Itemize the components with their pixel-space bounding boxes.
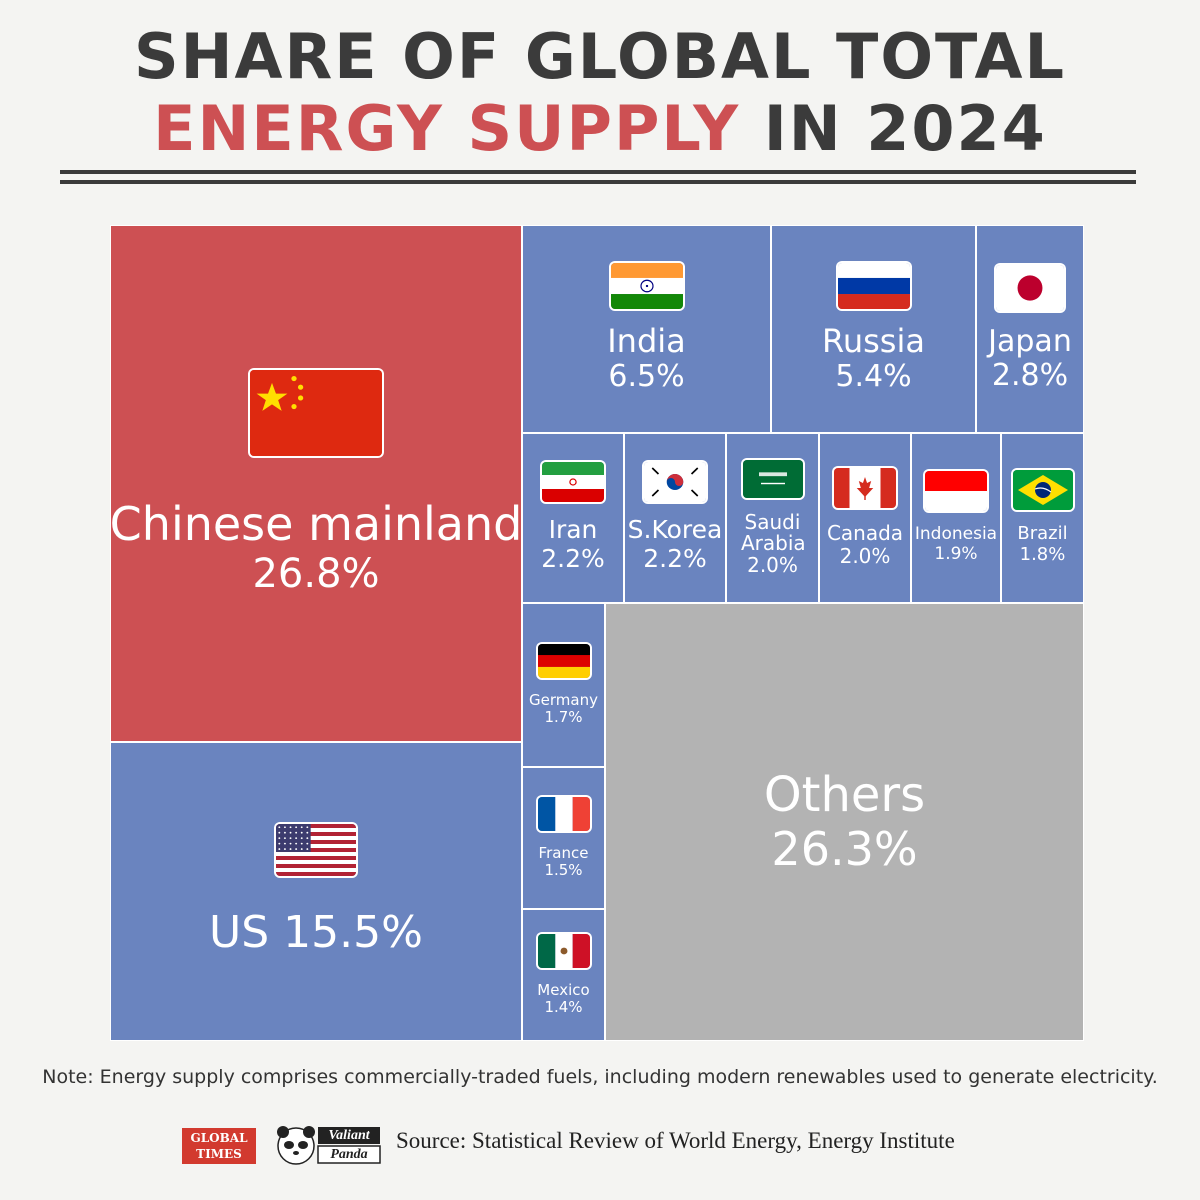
valiant-panda-logo (277, 1126, 381, 1165)
tile-label-france: France (538, 843, 589, 862)
chart-title-line-1: SHARE OF GLOBAL TOTAL (133, 20, 1067, 93)
iran-flag-icon (542, 462, 604, 503)
valiant-panda-logo-word-1: Valiant (328, 1128, 370, 1143)
treemap-chart: Chinese mainland 26.8% US 15.5% India 6.5% Ru… (110, 225, 1084, 1041)
tile-india: India 6.5% (522, 225, 771, 433)
tile-chinese-mainland: Chinese mainland 26.8% (110, 225, 522, 742)
tile-value-brazil: 1.8% (1019, 544, 1066, 565)
valiant-panda-logo-word-2: Panda (330, 1147, 368, 1162)
tile-saudi-arabia: Saudi Arabia 2.0% (726, 433, 819, 603)
saudi-arabia-flag-icon (742, 459, 803, 498)
tile-value-france: 1.5% (544, 861, 583, 879)
tile-brazil: Brazil 1.8% (1001, 433, 1084, 603)
global-times-logo: GLOBAL TIMES (182, 1128, 256, 1164)
tile-label-iran: Iran (548, 515, 598, 545)
global-times-logo-word-1: GLOBAL (190, 1131, 248, 1145)
tile-value-germany: 1.7% (544, 708, 583, 726)
tile-us: US 15.5% (110, 742, 522, 1041)
tile-japan: Japan 2.8% (976, 225, 1084, 433)
brazil-flag-icon (1012, 470, 1073, 511)
chart-title-rest: IN 2024 (740, 92, 1047, 165)
india-flag-icon (610, 263, 683, 310)
tile-russia: Russia 5.4% (771, 225, 976, 433)
tile-label-s-korea: S.Korea (627, 515, 723, 545)
chart-title-line-2: ENERGY SUPPLY IN 2024 (0, 92, 1200, 165)
us-flag-icon (276, 824, 356, 877)
tile-value-s-korea: 2.2% (643, 544, 707, 573)
china-flag-icon (250, 370, 382, 457)
tile-france: France 1.5% (522, 767, 605, 909)
tile-label-brazil: Brazil (1017, 523, 1068, 545)
chart-title-accent: ENERGY SUPPLY (153, 92, 741, 165)
tile-label-chinese-mainland: Chinese mainland (110, 497, 522, 552)
tile-label-indonesia: Indonesia (914, 524, 998, 545)
mexico-flag-icon (537, 933, 590, 968)
tile-indonesia: Indonesia 1.9% (911, 433, 1001, 603)
tile-value-us: US 15.5% (209, 907, 423, 959)
tile-label-mexico: Mexico (537, 980, 590, 999)
france-flag-icon (537, 796, 590, 831)
indonesia-flag-icon (925, 471, 987, 512)
tile-value-iran: 2.2% (541, 544, 605, 573)
title-rule-top (60, 170, 1136, 174)
tile-value-india: 6.5% (608, 359, 685, 395)
tile-s-korea: S.Korea 2.2% (624, 433, 726, 603)
tile-others: Others 26.3% (605, 603, 1084, 1041)
global-times-logo-word-2: TIMES (196, 1147, 242, 1161)
chart-source: Source: Statistical Review of World Ener… (396, 1128, 955, 1153)
tile-value-indonesia: 1.9% (934, 544, 978, 564)
tile-label-saudi-arabia: Saudi Arabia (741, 509, 806, 555)
tile-value-saudi-arabia: 2.0% (747, 552, 798, 577)
tile-label-japan: Japan (988, 323, 1072, 359)
tile-germany: Germany 1.7% (522, 603, 605, 767)
tile-value-russia: 5.4% (835, 359, 912, 395)
tile-label-germany: Germany (529, 690, 598, 709)
tile-iran: Iran 2.2% (522, 433, 624, 603)
chart-note: Note: Energy supply comprises commercial… (42, 1066, 1158, 1088)
title-rule-bottom (60, 180, 1136, 184)
tile-label-india: India (607, 322, 686, 361)
tile-value-canada: 2.0% (839, 544, 891, 568)
tile-mexico: Mexico 1.4% (522, 909, 605, 1041)
tile-label-canada: Canada (826, 521, 904, 545)
tile-value-mexico: 1.4% (544, 998, 583, 1016)
canada-flag-icon (834, 468, 896, 508)
tile-value-japan: 2.8% (991, 358, 1069, 393)
tile-label-russia: Russia (822, 322, 925, 361)
south-korea-flag-icon (644, 462, 706, 503)
japan-flag-icon (996, 264, 1064, 311)
tile-value-others: 26.3% (771, 822, 918, 877)
russia-flag-icon (837, 263, 910, 310)
germany-flag-icon (537, 643, 590, 678)
tile-value-chinese-mainland: 26.8% (252, 550, 380, 597)
tile-canada: Canada 2.0% (819, 433, 911, 603)
tile-label-others: Others (763, 766, 926, 823)
